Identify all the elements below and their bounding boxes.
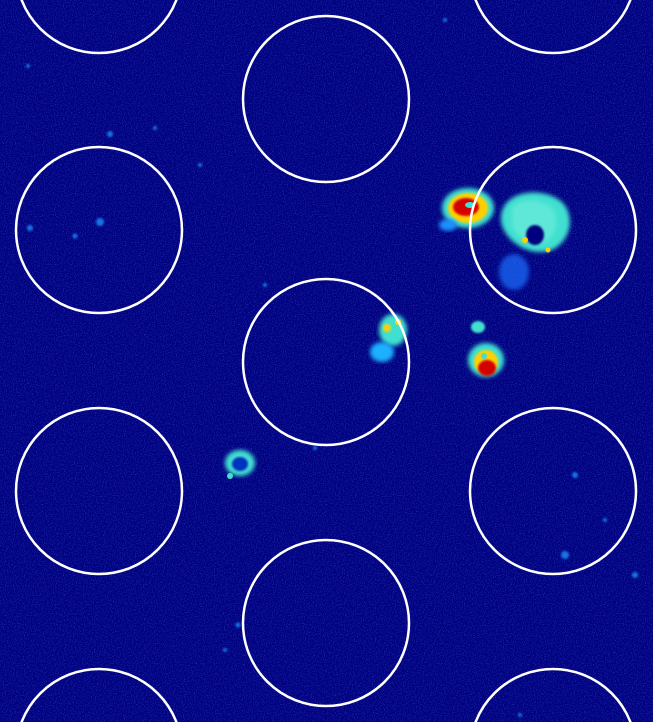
cell-lower-left xyxy=(225,450,255,479)
roi-circle xyxy=(474,667,632,722)
roi-circle xyxy=(474,0,632,55)
roi-circle xyxy=(20,667,178,722)
cell-small-right-center xyxy=(468,321,504,377)
roi-circle xyxy=(20,0,178,55)
roi-circle xyxy=(14,145,184,315)
roi-circle xyxy=(468,145,638,315)
cell-large-right xyxy=(500,192,570,253)
roi-overlay xyxy=(14,0,638,722)
background-speckles xyxy=(26,18,638,717)
roi-circle xyxy=(14,406,184,576)
roi-circle xyxy=(241,538,411,708)
roi-circle xyxy=(468,406,638,576)
cell-faint-right xyxy=(499,254,529,290)
roi-circle xyxy=(241,14,411,184)
roi-circle xyxy=(241,277,411,447)
